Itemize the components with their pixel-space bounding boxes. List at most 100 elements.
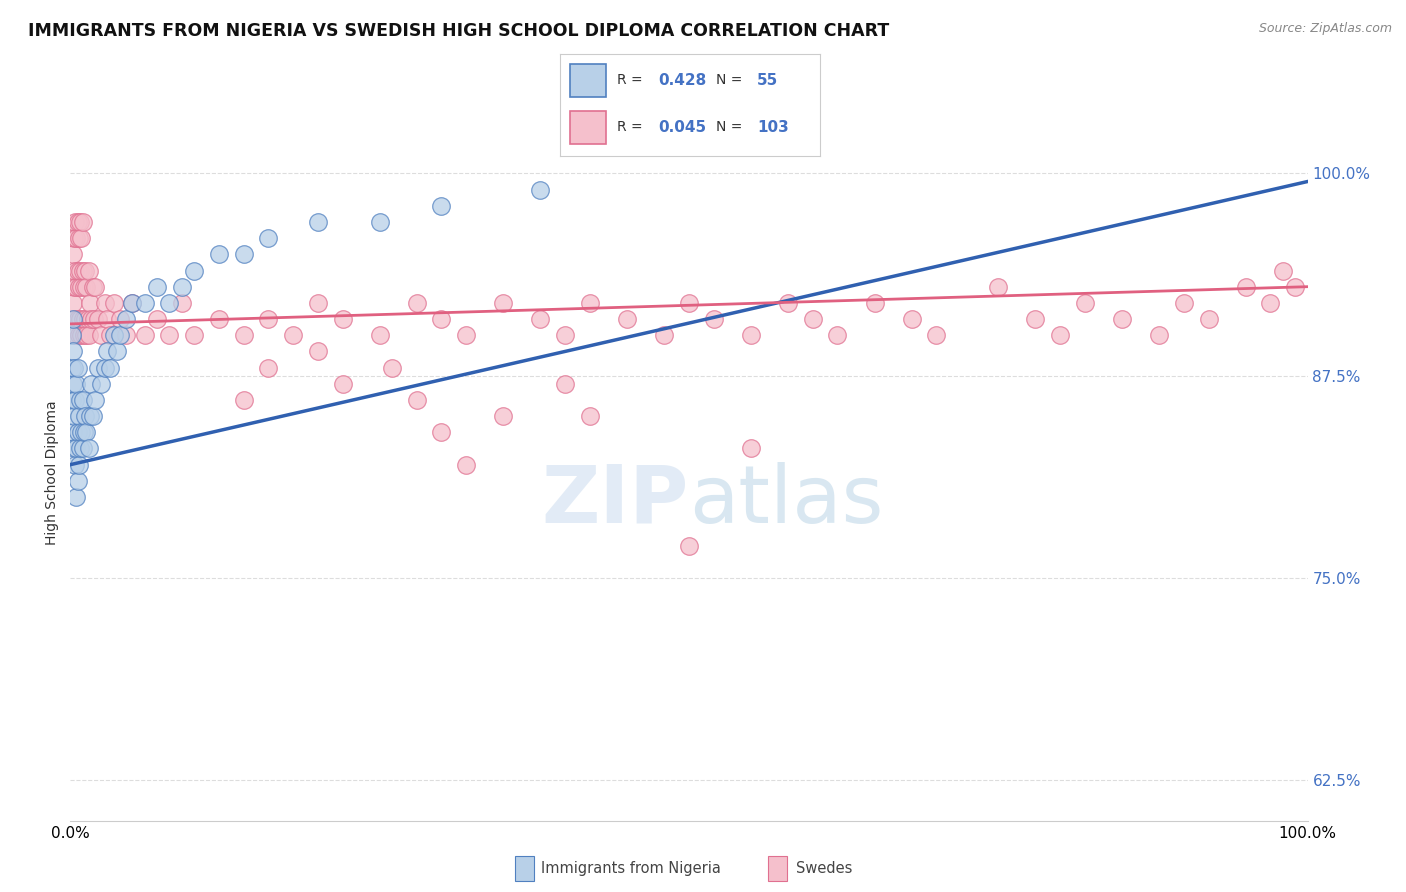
Text: ZIP: ZIP — [541, 461, 689, 540]
Point — [70, 279, 93, 293]
Point — [73, 279, 96, 293]
Point — [76, 312, 98, 326]
Point — [1049, 328, 1071, 343]
Point — [66, 425, 89, 440]
Point — [134, 328, 156, 343]
Point — [554, 376, 576, 391]
Point — [307, 296, 329, 310]
Point — [232, 247, 254, 261]
Point — [67, 458, 90, 472]
Text: N =: N = — [716, 73, 747, 87]
Point — [281, 328, 304, 343]
Point — [66, 263, 89, 277]
Point — [146, 279, 169, 293]
Text: 0.045: 0.045 — [658, 120, 707, 135]
Point — [60, 392, 83, 407]
Point — [69, 215, 91, 229]
Point — [65, 490, 87, 504]
Point — [69, 442, 91, 456]
Point — [72, 215, 94, 229]
Point — [72, 442, 94, 456]
Point — [75, 409, 97, 424]
Point — [75, 263, 97, 277]
Point — [66, 312, 89, 326]
Point — [86, 312, 108, 326]
Point — [77, 442, 100, 456]
Point — [75, 279, 97, 293]
Point — [63, 279, 86, 293]
Point — [115, 312, 138, 326]
Point — [678, 539, 700, 553]
Point — [115, 328, 138, 343]
Point — [82, 279, 104, 293]
Point — [75, 328, 97, 343]
Point — [69, 392, 91, 407]
Point — [430, 199, 453, 213]
Point — [108, 312, 131, 326]
FancyBboxPatch shape — [569, 111, 606, 144]
Point — [65, 458, 87, 472]
Point — [70, 328, 93, 343]
Point — [60, 360, 83, 375]
Point — [108, 328, 131, 343]
Point — [1260, 296, 1282, 310]
Point — [1074, 296, 1097, 310]
Point — [616, 312, 638, 326]
Point — [157, 296, 180, 310]
Point — [75, 425, 97, 440]
Text: R =: R = — [617, 73, 647, 87]
Text: Immigrants from Nigeria: Immigrants from Nigeria — [541, 862, 721, 876]
Point — [257, 360, 280, 375]
Point — [90, 328, 112, 343]
Point — [900, 312, 922, 326]
Text: 0.428: 0.428 — [658, 72, 707, 87]
Point — [105, 344, 128, 359]
Point — [77, 328, 100, 343]
Point — [65, 376, 87, 391]
Point — [381, 360, 404, 375]
Point — [66, 474, 89, 488]
Point — [183, 263, 205, 277]
Point — [66, 215, 89, 229]
Point — [232, 392, 254, 407]
Point — [62, 425, 84, 440]
Point — [1198, 312, 1220, 326]
Point — [72, 312, 94, 326]
Point — [529, 312, 551, 326]
Text: Swedes: Swedes — [796, 862, 852, 876]
FancyBboxPatch shape — [569, 64, 606, 96]
Point — [1234, 279, 1257, 293]
Point — [703, 312, 725, 326]
Point — [98, 328, 121, 343]
Point — [67, 409, 90, 424]
Point — [925, 328, 948, 343]
Point — [208, 312, 231, 326]
Point — [62, 376, 84, 391]
Point — [65, 279, 87, 293]
Text: R =: R = — [617, 120, 647, 135]
Point — [94, 360, 117, 375]
Point — [62, 247, 84, 261]
Y-axis label: High School Diploma: High School Diploma — [45, 401, 59, 545]
Point — [987, 279, 1010, 293]
Point — [492, 409, 515, 424]
Point — [84, 392, 107, 407]
Point — [554, 328, 576, 343]
Point — [65, 392, 87, 407]
Point — [332, 312, 354, 326]
Point — [579, 296, 602, 310]
Point — [63, 409, 86, 424]
Point — [63, 360, 86, 375]
Point — [67, 279, 90, 293]
Point — [307, 344, 329, 359]
Point — [65, 263, 87, 277]
Point — [121, 296, 143, 310]
Point — [65, 215, 87, 229]
Text: N =: N = — [716, 120, 747, 135]
Point — [405, 392, 427, 407]
Point — [208, 247, 231, 261]
Point — [72, 392, 94, 407]
Point — [103, 328, 125, 343]
Point — [368, 215, 391, 229]
Point — [1284, 279, 1306, 293]
